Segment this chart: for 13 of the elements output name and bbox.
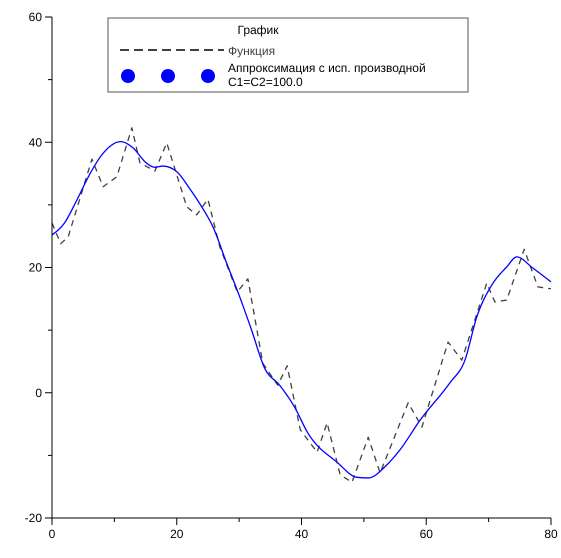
y-tick-label: 20	[28, 260, 42, 274]
x-tick-label: 60	[420, 527, 434, 541]
x-tick-label: 80	[544, 527, 558, 541]
y-tick-label: 60	[28, 10, 42, 24]
x-tick-label: 20	[170, 527, 184, 541]
x-tick-label: 0	[48, 527, 56, 541]
legend-title: График	[238, 23, 280, 37]
y-tick-label: -20	[24, 511, 42, 525]
y-tick-label: 0	[35, 386, 42, 400]
text: Функция	[228, 44, 276, 58]
y-tick-label: 40	[28, 135, 42, 150]
legend-label: Аппроксимация с исп. производной C1=C2=100.0	[228, 61, 426, 89]
x-tick-label: 40	[294, 527, 308, 541]
